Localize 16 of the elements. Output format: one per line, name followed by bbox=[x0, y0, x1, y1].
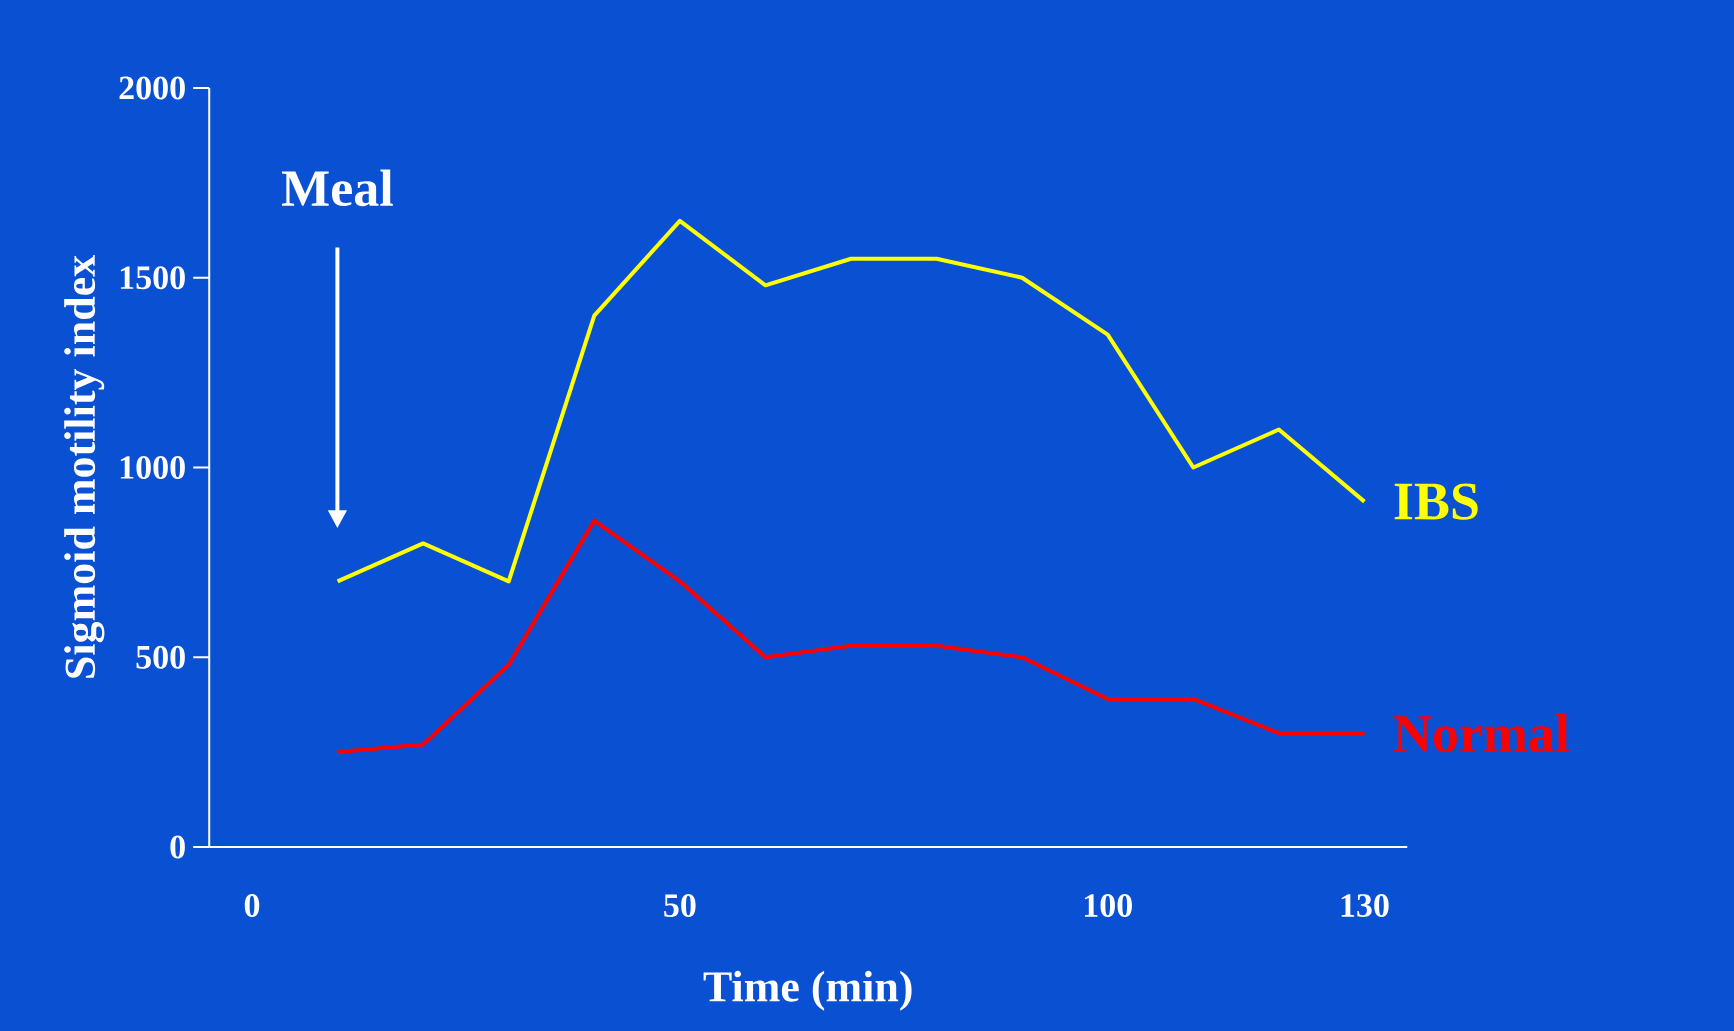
y-tick-label: 1500 bbox=[120, 266, 185, 290]
y-tick-label: 1000 bbox=[120, 456, 185, 479]
series-label: IBS bbox=[1394, 483, 1478, 520]
x-tick-label: 0 bbox=[244, 894, 260, 918]
series-label: Normal bbox=[1393, 714, 1569, 753]
x-tick-label: 100 bbox=[1084, 894, 1132, 918]
y-tick-label: 500 bbox=[136, 645, 185, 669]
x-axis-title: Time (min) bbox=[703, 970, 912, 1011]
x-tick-label: 50 bbox=[664, 894, 696, 918]
line-series bbox=[335, 218, 1367, 584]
y-tick-label: 0 bbox=[170, 835, 185, 859]
annotation: Meal bbox=[281, 169, 393, 207]
line-series bbox=[335, 518, 1367, 755]
x-tick-label: 130 bbox=[1341, 894, 1389, 918]
y-tick-label: 2000 bbox=[119, 76, 185, 100]
y-axis-title: Sigmoid motility index bbox=[64, 255, 105, 678]
